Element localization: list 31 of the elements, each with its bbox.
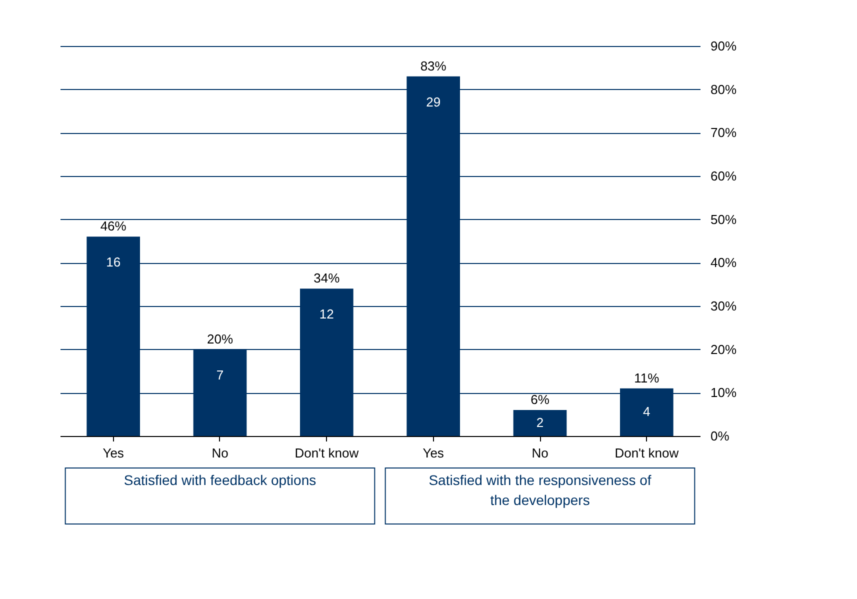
y-tick-label: 60%: [710, 168, 737, 184]
y-tick-label: 70%: [710, 125, 737, 140]
annotation: 29: [426, 94, 441, 110]
data-label: 46%: [100, 218, 127, 234]
bar: [513, 410, 567, 436]
y-tick-label: 30%: [710, 298, 737, 314]
x-tick-label: Yes: [422, 446, 444, 460]
data-label: 20%: [206, 331, 234, 346]
text: Satisfied with feedback options: [124, 472, 316, 488]
y-tick-label: 80%: [710, 82, 737, 97]
x-tick-label: No: [212, 446, 228, 460]
x-tick-label: Don't know: [294, 446, 360, 460]
x-tick-label: Yes: [102, 446, 124, 460]
data-label: 83%: [420, 58, 447, 74]
y-tick-label: 90%: [710, 38, 737, 54]
annotation: 4: [643, 404, 650, 420]
y-tick-label: 20%: [710, 342, 737, 357]
y-tick-label: 50%: [710, 212, 737, 227]
x-tick-label: No: [532, 446, 548, 460]
annotation: 7: [216, 367, 224, 382]
y-tick-label: 10%: [710, 385, 737, 400]
y-tick-label: 0%: [710, 428, 730, 444]
x-tick-label: Don't know: [614, 446, 680, 460]
annotation: 12: [319, 306, 334, 322]
text: Satisfied with the responsiveness of the developpers: [428, 472, 652, 508]
annotation: 16: [106, 254, 121, 270]
y-tick-label: 40%: [710, 255, 737, 270]
data-label: 11%: [634, 370, 660, 386]
annotation: 2: [536, 415, 544, 430]
data-label: 6%: [530, 392, 550, 407]
data-label: 34%: [314, 270, 340, 286]
